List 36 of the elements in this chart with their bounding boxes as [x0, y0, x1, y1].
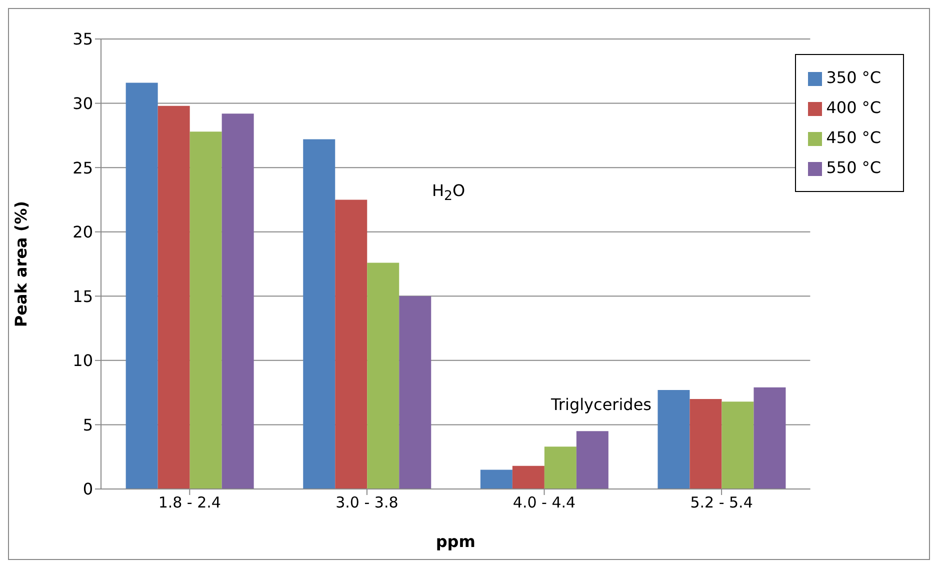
legend-label: 450 °C — [826, 128, 881, 147]
x-axis-title: ppm — [436, 532, 476, 551]
annotation: H$_{2}$O — [432, 181, 466, 204]
bar — [576, 431, 608, 489]
y-tick-label: 10 — [72, 351, 93, 370]
bar — [722, 402, 754, 489]
bar — [126, 82, 158, 489]
y-tick-label: 5 — [82, 415, 93, 434]
y-tick-label: 25 — [72, 158, 93, 178]
annotation: Triglycerides — [551, 395, 652, 414]
bar — [544, 446, 576, 489]
legend-label: 350 °C — [826, 68, 881, 87]
bar — [480, 470, 512, 489]
bar — [303, 139, 336, 489]
legend-label: 550 °C — [826, 158, 881, 177]
y-tick-label: 35 — [72, 30, 93, 49]
bar — [222, 114, 254, 489]
y-tick-label: 15 — [72, 286, 93, 306]
x-tick-label: 3.0 - 3.8 — [336, 494, 398, 512]
x-tick-label: 1.8 - 2.4 — [158, 494, 221, 512]
bar — [335, 200, 368, 489]
bar — [658, 390, 690, 489]
legend-label: 400 °C — [826, 98, 881, 117]
x-tick-label: 5.2 - 5.4 — [690, 494, 753, 512]
bar — [512, 466, 544, 489]
y-tick-label: 0 — [82, 480, 93, 499]
bar — [190, 132, 222, 489]
y-axis-title: Peak area (%) — [12, 200, 31, 328]
y-tick-label: 20 — [72, 222, 93, 242]
bar — [754, 387, 786, 489]
bar — [399, 296, 432, 489]
bar — [158, 106, 190, 489]
bar — [367, 262, 400, 489]
bar — [690, 399, 722, 489]
x-tick-label: 4.0 - 4.4 — [512, 494, 576, 512]
y-tick-label: 30 — [72, 94, 93, 113]
